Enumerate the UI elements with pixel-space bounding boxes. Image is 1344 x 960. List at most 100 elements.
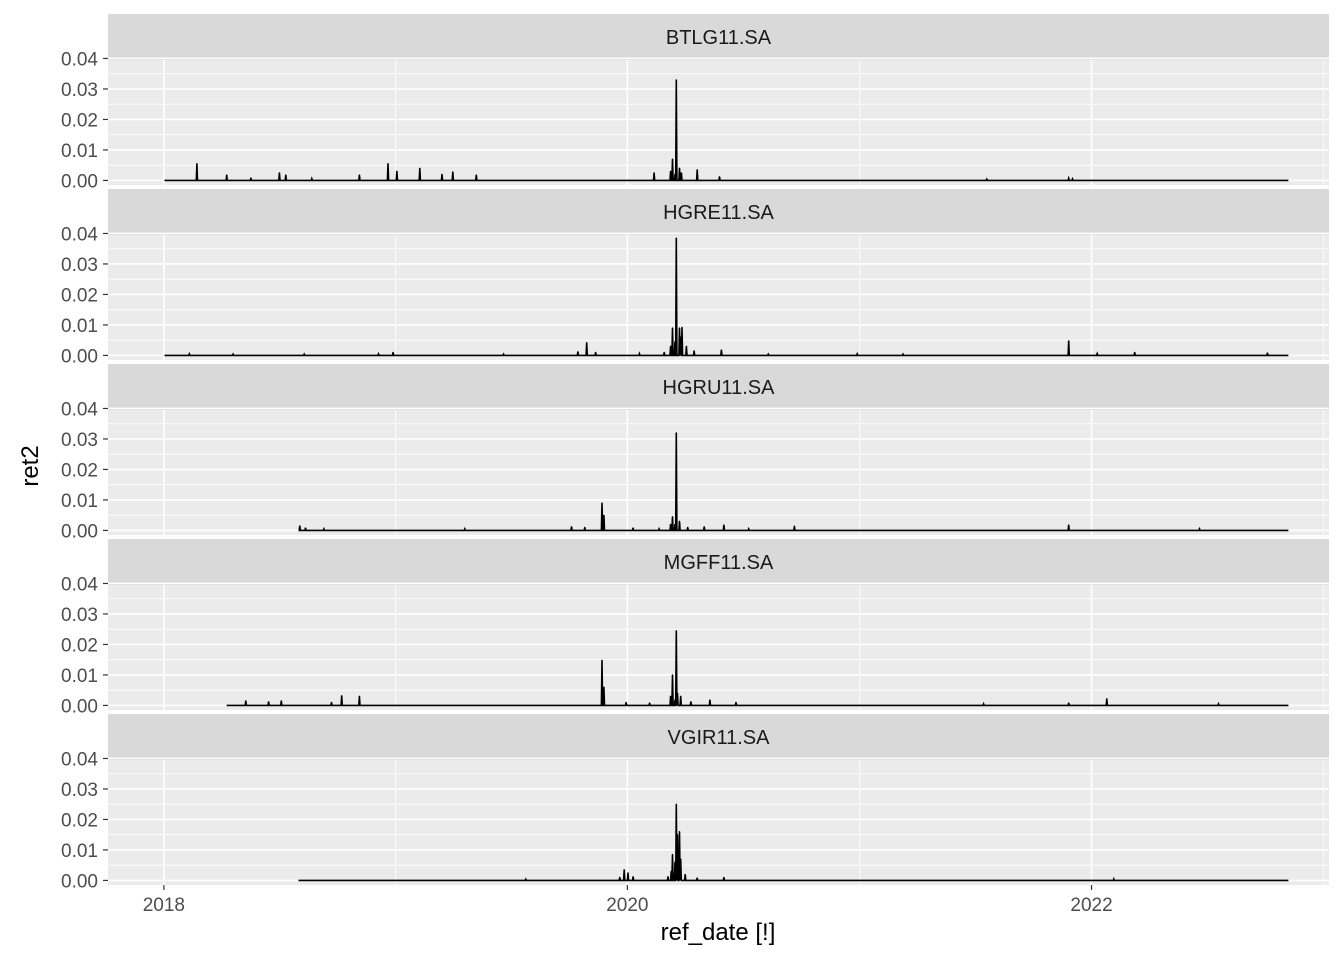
data-point: [709, 699, 711, 701]
data-point: [675, 79, 677, 81]
data-point: [684, 873, 686, 875]
x-tick-label: 2020: [606, 895, 648, 916]
data-point: [188, 353, 190, 355]
data-point: [280, 700, 282, 702]
data-point: [658, 528, 660, 530]
facet-MGFF11.SA: MGFF11.SA 0.00 0.01 0.02 0.03 0.04: [61, 539, 1329, 717]
y-tick-label: 0.04: [61, 49, 98, 70]
data-point: [1266, 352, 1269, 354]
facet-strip: [108, 714, 1329, 760]
data-point: [245, 700, 247, 702]
data-point: [358, 695, 361, 697]
facet-strip-label: MGFF11.SA: [664, 552, 774, 574]
data-point: [703, 526, 705, 528]
data-point: [718, 176, 721, 178]
data-point: [285, 174, 287, 176]
data-point: [676, 834, 679, 836]
x-axis-title: ref_date [!]: [661, 919, 776, 946]
data-point: [653, 172, 655, 174]
data-point: [696, 877, 698, 879]
data-point: [1217, 703, 1220, 705]
data-point: [299, 525, 301, 527]
data-point: [856, 353, 858, 355]
y-tick-label: 0.00: [61, 696, 98, 717]
y-tick-label: 0.01: [61, 491, 98, 512]
data-point: [678, 520, 681, 522]
y-tick-label: 0.04: [61, 574, 98, 595]
data-point: [603, 686, 605, 688]
facet-strip-label: HGRE11.SA: [663, 202, 774, 224]
data-point: [603, 514, 605, 516]
facet-VGIR11.SA: VGIR11.SA 0.00 0.01 0.02 0.03 0.04: [61, 714, 1329, 892]
x-tick-label: 2022: [1070, 895, 1112, 916]
data-point: [601, 502, 603, 504]
panel-background: [108, 585, 1329, 710]
data-point: [675, 803, 677, 805]
facet-strip: [108, 14, 1329, 60]
y-tick-label: 0.02: [61, 460, 98, 481]
y-tick-label: 0.03: [61, 255, 98, 276]
data-point: [667, 876, 669, 878]
data-point: [1198, 528, 1201, 530]
data-point: [250, 177, 252, 179]
data-point: [671, 674, 674, 676]
data-point: [902, 353, 904, 355]
data-point: [226, 174, 228, 176]
panel-background: [108, 410, 1329, 535]
data-point: [584, 526, 586, 528]
data-point: [419, 167, 421, 169]
y-tick-label: 0.01: [61, 141, 98, 162]
data-point: [303, 353, 305, 355]
data-point: [670, 870, 672, 872]
data-point: [735, 701, 737, 703]
data-point: [693, 350, 695, 352]
data-point: [396, 170, 398, 172]
data-point: [304, 527, 307, 529]
data-point: [680, 858, 682, 860]
data-point: [638, 352, 641, 355]
panel-background: [108, 235, 1329, 360]
data-point: [671, 327, 674, 329]
y-tick-label: 0.04: [61, 749, 98, 770]
data-point: [723, 524, 725, 526]
y-tick-label: 0.03: [61, 605, 98, 626]
y-tick-label: 0.02: [61, 635, 98, 656]
data-point: [696, 169, 698, 171]
data-point: [623, 869, 625, 871]
facet-panels: BTLG11.SA 0.00 0.01 0.02 0.03 0.04 HGRE11.SA 0.…: [61, 14, 1329, 892]
x-axis: 2018 2020 2022: [143, 885, 1113, 916]
y-tick-label: 0.04: [61, 224, 98, 245]
panel-background: [108, 60, 1329, 185]
data-point: [586, 342, 588, 344]
facet-BTLG11.SA: BTLG11.SA 0.00 0.01 0.02 0.03 0.04: [61, 14, 1329, 192]
y-tick-label: 0.00: [61, 521, 98, 542]
data-point: [982, 703, 985, 705]
y-tick-label: 0.02: [61, 110, 98, 131]
data-point: [1134, 351, 1136, 353]
data-point: [678, 831, 681, 833]
data-point: [632, 527, 634, 529]
facet-strip: [108, 364, 1329, 410]
data-point: [671, 516, 674, 518]
y-tick-label: 0.01: [61, 316, 98, 337]
data-point: [627, 872, 629, 874]
facet-strip-label: BTLG11.SA: [666, 27, 772, 49]
series-line: [226, 630, 1289, 707]
data-point: [671, 853, 674, 856]
data-point: [680, 172, 682, 174]
data-point: [678, 327, 681, 329]
data-point: [748, 528, 750, 530]
data-point: [674, 861, 676, 863]
data-point: [595, 351, 597, 353]
y-tick-label: 0.00: [61, 346, 98, 367]
data-point: [323, 528, 325, 530]
data-point: [358, 174, 361, 176]
data-point: [674, 699, 676, 701]
data-point: [1068, 702, 1070, 704]
y-axis-title: ret2: [17, 445, 44, 486]
y-tick-label: 0.03: [61, 780, 98, 801]
data-point: [619, 876, 621, 878]
data-point: [669, 695, 672, 697]
data-point: [685, 345, 688, 347]
data-point: [663, 351, 665, 353]
